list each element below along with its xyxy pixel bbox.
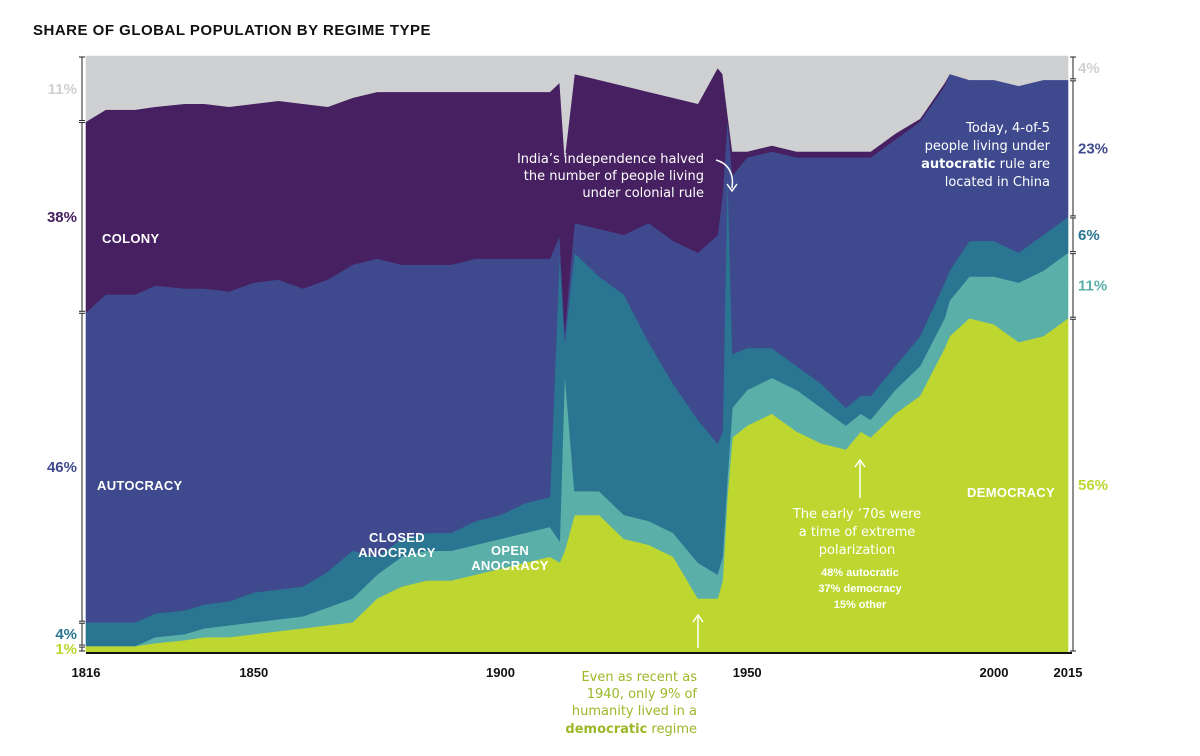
chart-title: SHARE OF GLOBAL POPULATION BY REGIME TYP… <box>33 22 431 39</box>
series-label-closed-anocracy-1: CLOSED <box>369 530 425 545</box>
annotation-seventies-3: polarization <box>819 543 895 558</box>
right-pct-label-1: 23% <box>1078 140 1108 157</box>
left-pct-label-1: 38% <box>47 209 77 226</box>
annotation-seventies-stat-3: 15% other <box>834 599 887 611</box>
x-tick-2015: 2015 <box>1054 665 1083 680</box>
annotation-seventies-stat-2: 37% democracy <box>818 583 902 595</box>
series-label-democracy: DEMOCRACY <box>967 485 1055 500</box>
annotation-forties-3: humanity lived in a <box>572 704 697 719</box>
left-brackets: 11% 38% 46% 4%1% <box>47 56 85 658</box>
x-tick-1900: 1900 <box>486 665 515 680</box>
annotation-forties-bold: democratic <box>565 722 647 737</box>
x-axis-ticks: 1816 1850 1900 1950 2000 2015 <box>72 665 1083 680</box>
series-label-open-anocracy-2: ANOCRACY <box>471 558 549 573</box>
annotation-india-3: under colonial rule <box>582 186 704 201</box>
right-pct-label-0: 4% <box>1078 60 1100 77</box>
left-pct-label-2: 46% <box>47 459 77 476</box>
annotation-china-2: people living under <box>925 139 1051 154</box>
annotation-china-bold: autocratic <box>921 157 995 172</box>
series-label-open-anocracy-1: OPEN <box>491 543 529 558</box>
x-tick-1816: 1816 <box>72 665 101 680</box>
annotation-seventies-1: The early ’70s were <box>792 507 921 522</box>
india-arrowhead <box>726 183 738 193</box>
annotation-china-rest: rule are <box>996 157 1050 172</box>
stacked-areas <box>85 55 1069 653</box>
left-pct-label-3: 4% <box>55 626 77 643</box>
right-pct-label-3: 11% <box>1078 278 1107 295</box>
area-no-data <box>85 55 1069 158</box>
annotation-china-4: located in China <box>945 175 1050 190</box>
right-brackets: 4% 23% 6% 11% 56% <box>1070 56 1108 652</box>
annotation-forties-2: 1940, only 9% of <box>587 687 698 702</box>
annotation-forties-1: Even as recent as <box>581 670 697 685</box>
series-label-closed-anocracy-2: ANOCRACY <box>358 545 436 560</box>
right-pct-label-4: 56% <box>1078 477 1108 494</box>
annotation-seventies-stat-1: 48% autocratic <box>821 567 899 579</box>
x-tick-1850: 1850 <box>239 665 268 680</box>
x-tick-1950: 1950 <box>733 665 762 680</box>
annotation-india-1: India’s independence halved <box>517 152 704 167</box>
annotation-forties-4: democratic regime <box>565 722 697 737</box>
series-label-colony: COLONY <box>102 231 159 246</box>
annotation-forties-rest: regime <box>647 722 697 737</box>
x-tick-2000: 2000 <box>980 665 1009 680</box>
india-arrow <box>715 159 734 189</box>
left-pct-label-4: 1% <box>55 641 77 658</box>
seventies-arrowhead <box>854 458 866 468</box>
forties-arrowhead <box>692 613 704 623</box>
series-label-autocracy: AUTOCRACY <box>97 478 183 493</box>
annotation-china-1: Today, 4-of-5 <box>965 121 1050 136</box>
right-pct-label-2: 6% <box>1078 227 1100 244</box>
annotation-china-3: autocratic rule are <box>921 157 1050 172</box>
left-pct-label-0: 11% <box>48 81 77 98</box>
annotation-india-2: the number of people living <box>524 169 704 184</box>
annotation-seventies-2: a time of extreme <box>799 525 916 540</box>
